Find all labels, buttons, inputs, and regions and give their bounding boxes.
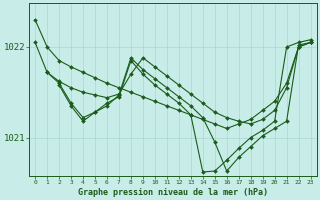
X-axis label: Graphe pression niveau de la mer (hPa): Graphe pression niveau de la mer (hPa) xyxy=(78,188,268,197)
